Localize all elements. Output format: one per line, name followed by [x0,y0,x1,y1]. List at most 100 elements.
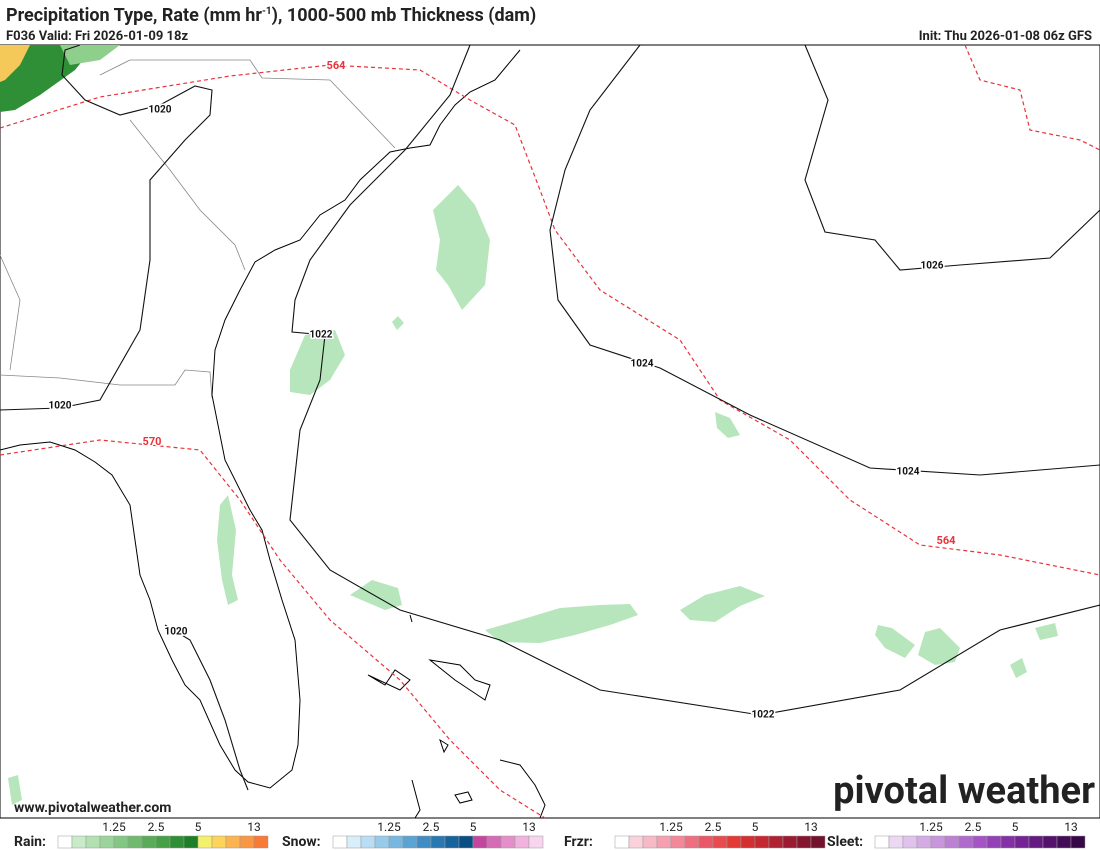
legend-swatch [472,835,488,849]
legend-swatch [958,835,974,849]
legend-swatch [796,835,812,849]
legend-swatch [486,835,502,849]
legend-swatch [346,835,362,849]
isobar-label: 1026 [921,261,944,272]
title-superscript: -1 [262,6,272,17]
valid-time: F036 Valid: Fri 2026-01-09 18z [6,29,188,44]
init-time: Init: Thu 2026-01-08 06z GFS [919,29,1092,44]
legend-swatch [155,835,171,849]
legend-swatch [113,835,129,849]
legend-swatch [1070,835,1086,849]
legend-swatch [754,835,770,849]
legend-swatch [183,835,199,849]
legend-swatch [642,835,658,849]
legend-swatch [902,835,918,849]
legend-swatch [71,835,87,849]
isobar-label: 1024 [897,467,920,478]
legend-tick-label: 5 [752,820,759,834]
legend-label: Sleet: [827,834,863,850]
legend-swatch [500,835,516,849]
legend-swatch [444,835,460,849]
title-text: Precipitation Type, Rate (mm hr [6,5,262,26]
legend-swatch [698,835,714,849]
thickness-label: 564 [937,534,957,547]
legend-swatch [656,835,672,849]
legend-tick-label: 1.25 [102,820,126,834]
legend-swatch [169,835,185,849]
legend-tick-label: 2.5 [965,820,982,834]
rain-areas [0,45,1058,805]
isobar-label: 1022 [752,710,775,721]
legend-tick-label: 1.25 [377,820,401,834]
legend-swatch [388,835,404,849]
coastline [0,49,521,789]
legend-swatch [810,835,826,849]
legend-swatch [402,835,418,849]
thickness-label: 570 [143,435,162,448]
legend-swatch [944,835,960,849]
legend-swatch [211,835,227,849]
legend-swatch [916,835,932,849]
legend-swatch [458,835,474,849]
legend-swatch [85,835,101,849]
legend-swatch [1028,835,1044,849]
map-title: Precipitation Type, Rate (mm hr-1), 1000… [6,5,536,26]
isobar-label: 1020 [149,105,172,116]
islands [367,614,546,819]
borders [0,59,396,399]
legend-swatch [782,835,798,849]
legend-swatch [253,835,269,849]
legend-swatch [1014,835,1030,849]
legend-swatch [225,835,241,849]
legend-swatch [1042,835,1058,849]
legend-swatch [740,835,756,849]
legend-swatch [332,835,348,849]
isobar-label: 1022 [310,330,333,341]
map-frame [0,44,1100,819]
legend-swatch [57,835,73,849]
legend-label: Frzr: [564,834,593,850]
logo: pivotal weather [833,769,1095,813]
legend-tick-label: 5 [1012,820,1019,834]
legend-swatch [768,835,784,849]
legend-swatch [141,835,157,849]
legend: Rain: 1.25 2.5 5 13 Snow: 1.25 2.5 5 13 Frzr: 1.25 2… [14,820,1086,850]
legend-label: Rain: [14,834,46,850]
title-text: ), 1000-500 mb Thickness (dam) [272,5,537,26]
legend-label: Snow: [282,834,321,850]
thickness-label: 564 [327,59,347,72]
thickness-lines [0,44,1100,819]
legend-swatch [1056,835,1072,849]
legend-swatch [99,835,115,849]
legend-swatch [528,835,544,849]
legend-tick-label: 1.25 [919,820,943,834]
legend-swatch [1000,835,1016,849]
isobar-label: 1020 [49,401,72,412]
legend-tick-label: 5 [195,820,202,834]
legend-swatch [930,835,946,849]
legend-swatch [430,835,446,849]
legend-swatch [416,835,432,849]
legend-tick-label: 13 [804,820,818,834]
legend-swatch [628,835,644,849]
legend-swatch [514,835,530,849]
site-url: www.pivotalweather.com [14,800,171,816]
isobar-label: 1024 [631,359,654,370]
legend-tick-label: 13 [522,820,536,834]
legend-tick-label: 2.5 [148,820,165,834]
legend-swatch [197,835,213,849]
isobar-label: 1020 [165,627,188,638]
legend-swatch [874,835,890,849]
legend-swatch [684,835,700,849]
legend-swatch [972,835,988,849]
legend-swatch [726,835,742,849]
legend-swatch [986,835,1002,849]
legend-swatch [239,835,255,849]
legend-tick-label: 1.25 [659,820,683,834]
legend-swatch [614,835,630,849]
legend-tick-label: 2.5 [423,820,440,834]
legend-swatch [888,835,904,849]
legend-tick-label: 2.5 [705,820,722,834]
